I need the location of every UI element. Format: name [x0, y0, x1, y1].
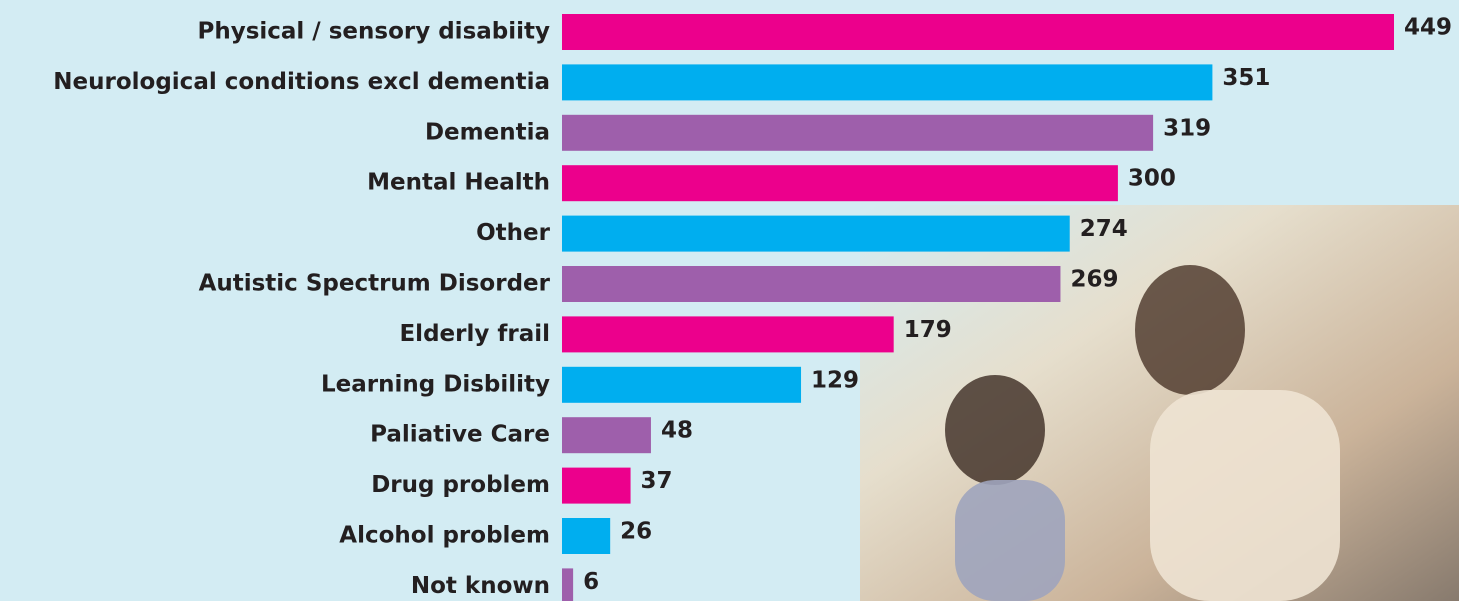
value-label: 48 — [661, 418, 693, 444]
value-label: 37 — [641, 468, 673, 494]
bar — [562, 266, 1060, 302]
bar — [562, 115, 1153, 151]
category-label: Not known — [411, 573, 550, 599]
category-label: Elderly frail — [399, 321, 550, 347]
bar — [562, 518, 610, 554]
category-label: Learning Disbility — [321, 371, 550, 397]
bar — [562, 64, 1212, 100]
value-label: 449 — [1404, 15, 1452, 41]
photo-figure — [1135, 265, 1245, 395]
value-label: 179 — [904, 317, 952, 343]
photo-figure — [955, 480, 1065, 601]
value-label: 26 — [620, 519, 652, 545]
value-label: 319 — [1163, 115, 1211, 141]
bar — [562, 216, 1070, 252]
bar — [562, 417, 651, 453]
value-label: 351 — [1222, 65, 1270, 91]
category-label: Mental Health — [367, 170, 550, 196]
chart: Physical / sensory disabiity 449 Neurologi… — [0, 0, 1459, 601]
category-label: Neurological conditions excl dementia — [53, 69, 550, 95]
photo-figure — [1150, 390, 1340, 601]
category-label: Physical / sensory disabiity — [197, 19, 550, 45]
category-label: Dementia — [425, 119, 550, 145]
photo-figure — [945, 375, 1045, 485]
value-label: 269 — [1070, 267, 1118, 293]
bar — [562, 316, 894, 352]
bar — [562, 14, 1394, 50]
category-label: Drug problem — [371, 472, 550, 498]
value-label: 300 — [1128, 166, 1176, 192]
value-label: 129 — [811, 367, 859, 393]
bar — [562, 468, 631, 504]
category-label: Other — [476, 220, 551, 246]
bar — [562, 568, 573, 601]
value-label: 6 — [583, 569, 599, 595]
value-label: 274 — [1080, 216, 1128, 242]
category-label: Alcohol problem — [339, 523, 550, 549]
bar — [562, 165, 1118, 201]
bar — [562, 367, 801, 403]
category-label: Autistic Spectrum Disorder — [199, 271, 551, 297]
category-label: Paliative Care — [370, 422, 550, 448]
